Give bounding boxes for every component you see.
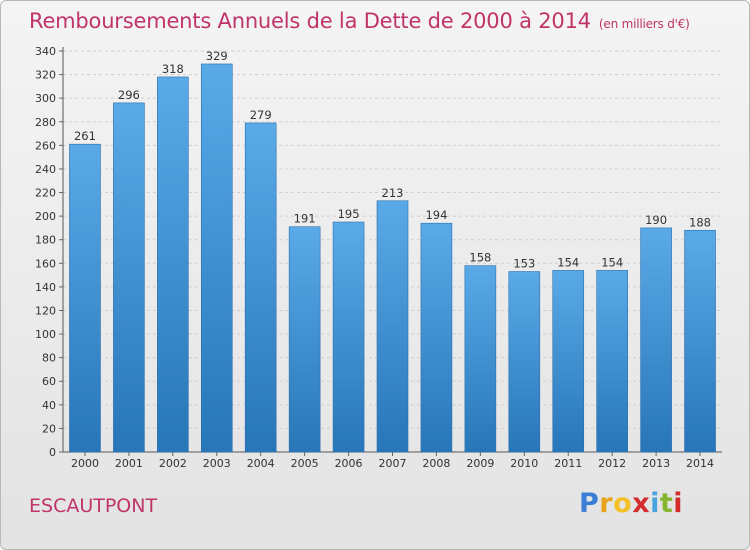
brand-logo: Proxiti: [579, 488, 683, 519]
unit-note: (en milliers d'€): [598, 17, 690, 31]
value-label: 261: [74, 129, 96, 143]
x-tick-label: 2002: [159, 457, 187, 470]
value-label: 188: [689, 215, 711, 229]
x-tick-label: 2005: [291, 457, 319, 470]
value-label: 329: [206, 49, 228, 63]
y-tick-label: 320: [35, 69, 56, 82]
logo-letter: i: [673, 488, 684, 519]
bar: [552, 270, 585, 453]
value-label: 279: [250, 108, 272, 122]
x-tick-label: 2000: [71, 457, 99, 470]
value-label: 153: [513, 257, 535, 271]
x-tick-label: 2004: [247, 457, 275, 470]
y-tick-label: 280: [35, 116, 56, 129]
value-label: 154: [601, 255, 623, 269]
value-label: 296: [118, 88, 140, 102]
y-tick-label: 200: [35, 210, 56, 223]
y-tick-label: 120: [35, 304, 56, 317]
bar: [244, 122, 277, 453]
value-labels: 261 296 318 329 279 191 195 213 194 158 153 154 154 1…: [74, 49, 711, 271]
value-label: 213: [382, 186, 404, 200]
y-tick-label: 220: [35, 187, 56, 200]
place-name: ESCAUTPONT: [29, 495, 158, 517]
y-tick-label: 140: [35, 281, 56, 294]
value-label: 195: [338, 207, 360, 221]
bar: [464, 265, 497, 453]
bar: [157, 76, 189, 453]
x-tick-label: 2003: [203, 457, 231, 470]
bar: [200, 63, 233, 453]
bar: [376, 200, 409, 453]
bar: [596, 270, 628, 453]
x-tick-label: 2014: [686, 457, 714, 470]
y-tick-labels: 0 20 40 60 80 100 120 140 160 180 200 220 240 260 280 3…: [35, 45, 56, 459]
value-label: 318: [162, 62, 184, 76]
y-tick-label: 260: [35, 139, 56, 152]
y-tick-label: 60: [42, 375, 56, 388]
logo-letter: o: [613, 488, 633, 519]
logo-letter: P: [579, 488, 600, 519]
bar: [288, 226, 321, 453]
value-label: 158: [469, 251, 491, 265]
logo-letter: x: [632, 488, 651, 519]
y-tick-label: 300: [35, 92, 56, 105]
bars: [69, 63, 716, 453]
x-tick-label: 2006: [335, 457, 363, 470]
title-text: Remboursements Annuels de la Dette de 20…: [29, 9, 591, 33]
logo-letter: t: [659, 488, 674, 519]
x-tick-label: 2011: [554, 457, 582, 470]
x-tick-label: 2008: [422, 457, 450, 470]
x-tick-label: 2001: [115, 457, 143, 470]
y-tick-label: 40: [42, 399, 56, 412]
value-label: 191: [294, 212, 316, 226]
bar: [420, 222, 453, 453]
y-tick-label: 340: [35, 45, 56, 58]
bar: [684, 229, 716, 453]
bar: [113, 102, 145, 453]
logo-letter: i: [650, 488, 660, 519]
y-tick-label: 100: [35, 328, 56, 341]
y-tick-label: 20: [42, 422, 56, 435]
y-tick-label: 240: [35, 163, 56, 176]
value-label: 190: [645, 213, 667, 227]
x-tick-label: 2009: [466, 457, 494, 470]
logo-letter: r: [599, 488, 614, 519]
bar: [640, 227, 672, 453]
x-tick-label: 2010: [510, 457, 538, 470]
x-tick-label: 2013: [642, 457, 670, 470]
chart-title: Remboursements Annuels de la Dette de 20…: [29, 9, 690, 33]
x-tick-labels: 2000 2001 2002 2003 2004 2005 2006 2007 2008 2009…: [71, 452, 714, 470]
x-tick-label: 2012: [598, 457, 626, 470]
y-tick-label: 0: [49, 446, 56, 459]
value-label: 154: [557, 255, 579, 269]
bar: [69, 143, 101, 453]
value-label: 194: [425, 208, 447, 222]
y-tick-label: 160: [35, 257, 56, 270]
x-tick-label: 2007: [379, 457, 407, 470]
bar: [332, 221, 365, 453]
y-tick-label: 180: [35, 234, 56, 247]
y-tick-label: 80: [42, 352, 56, 365]
bar: [508, 271, 541, 453]
